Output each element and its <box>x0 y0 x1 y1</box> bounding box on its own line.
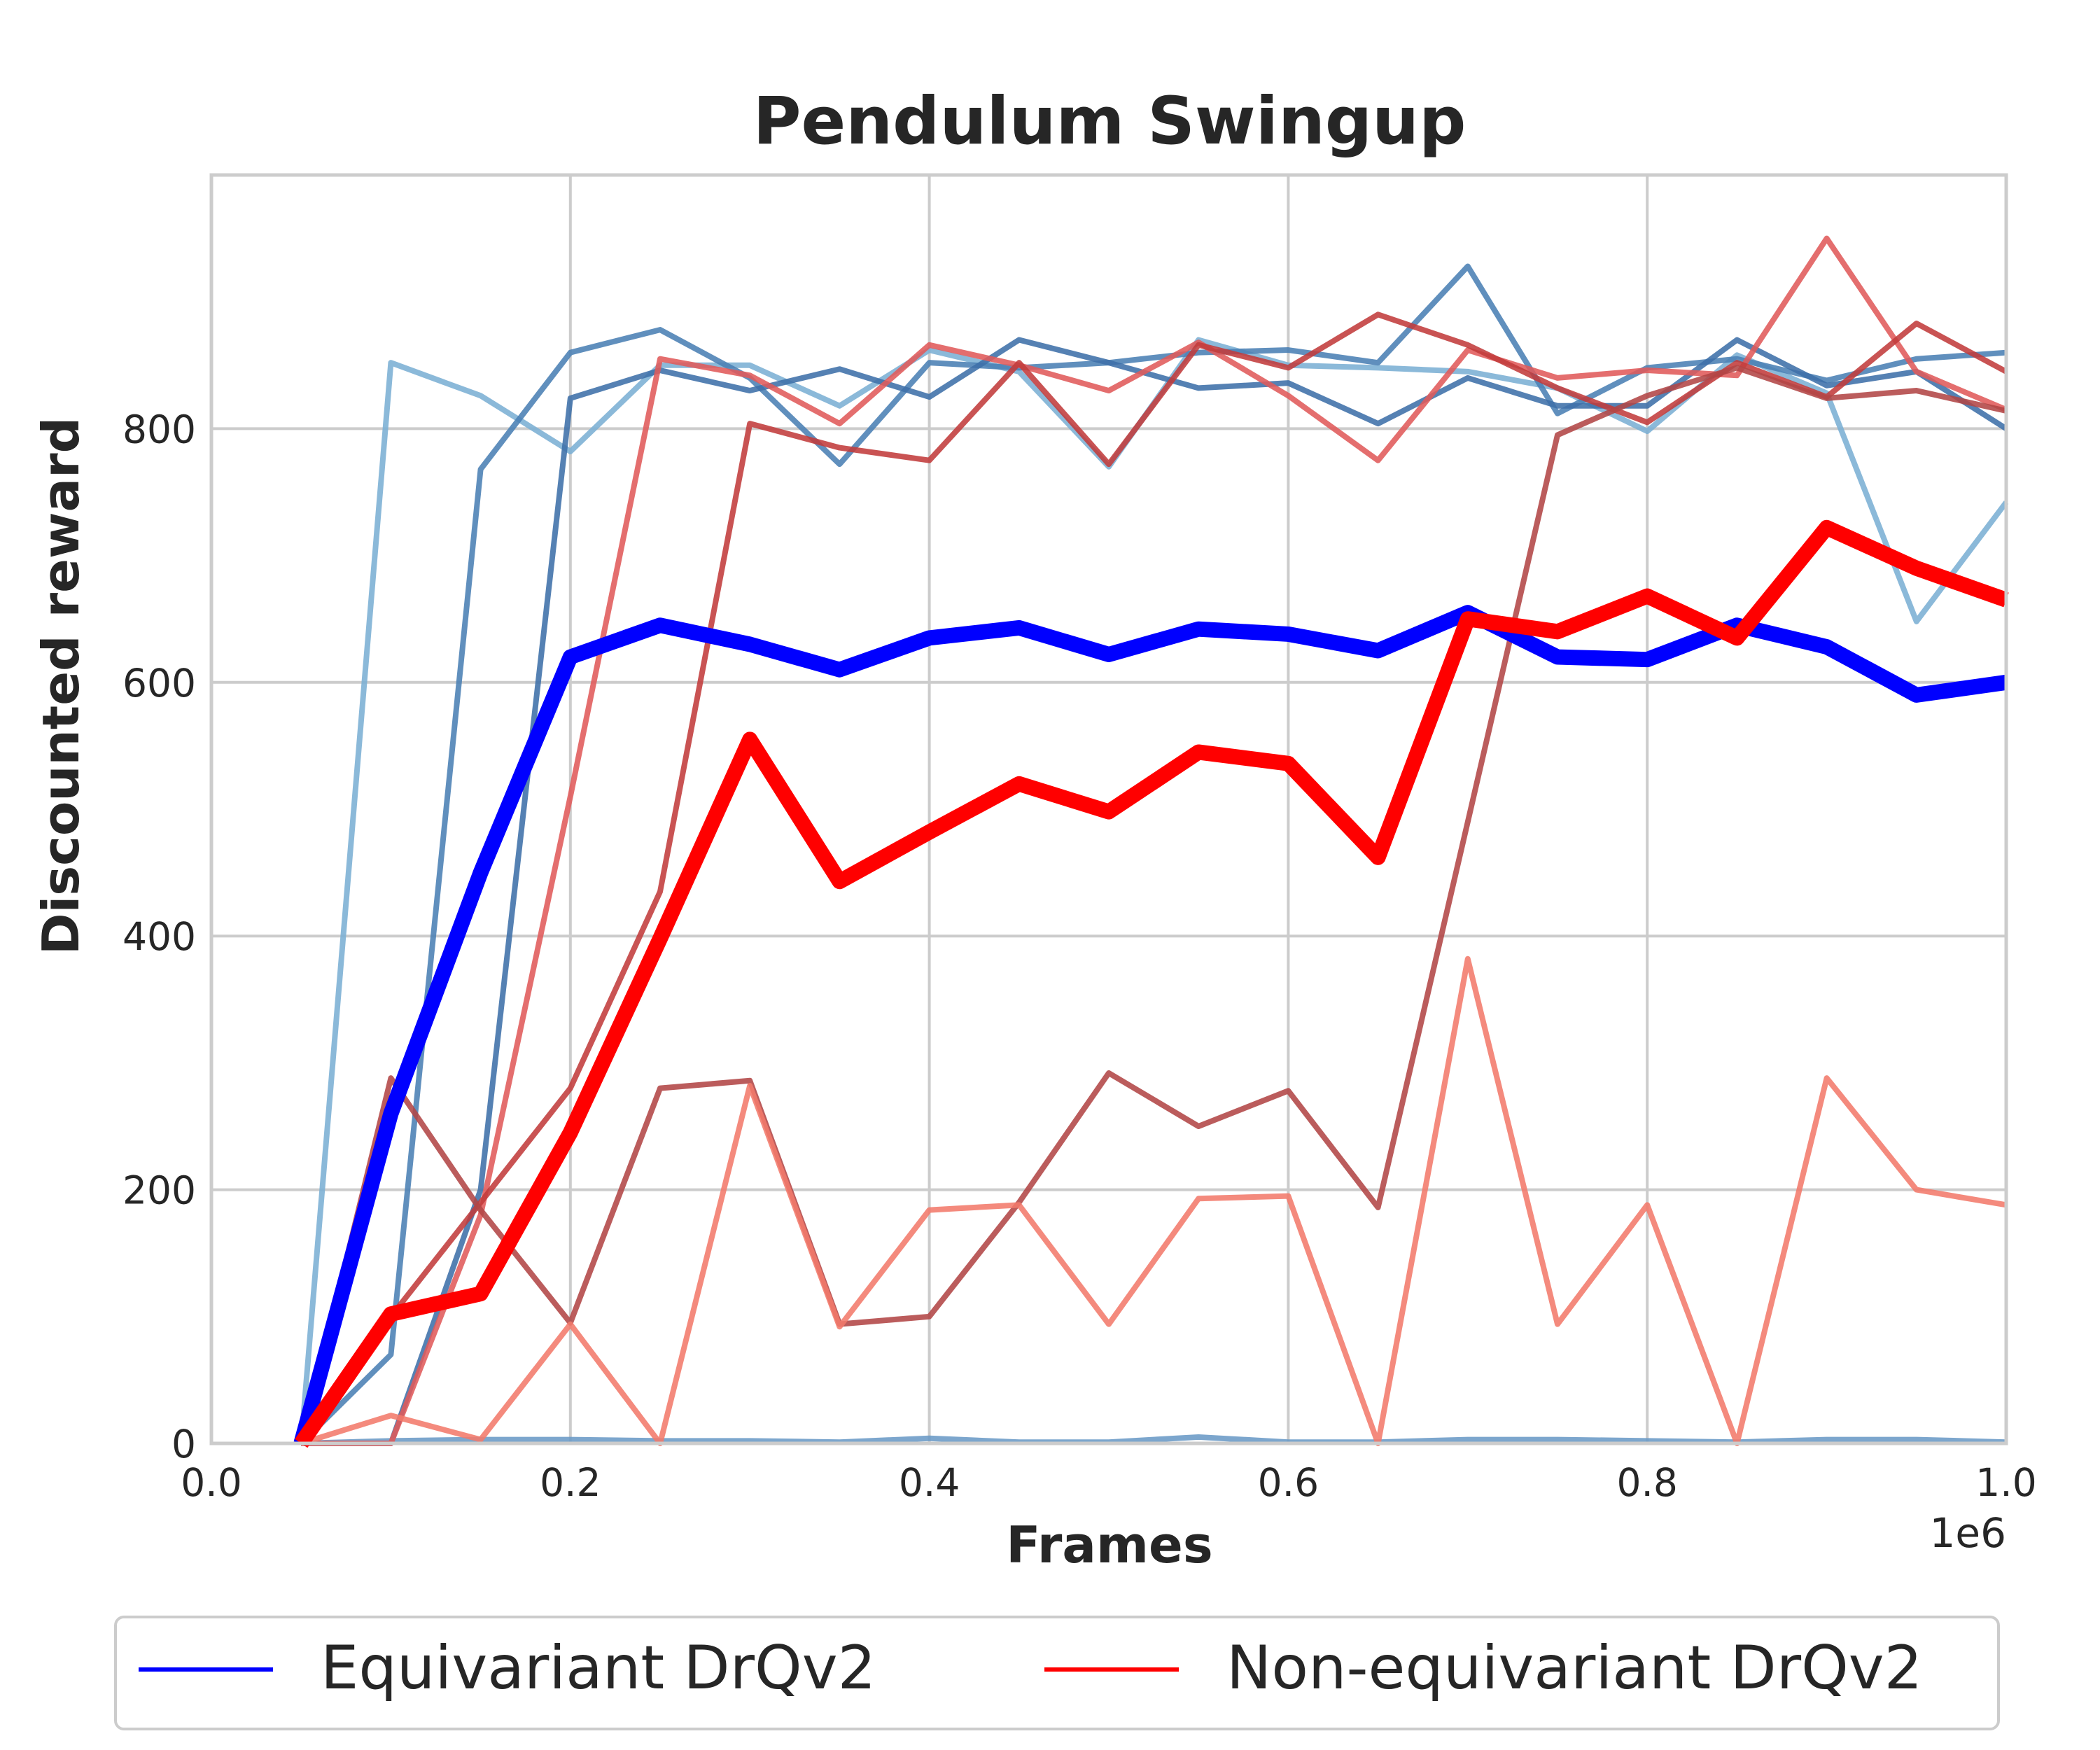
y-axis-label: Discounted reward <box>31 417 90 955</box>
plot-frame <box>209 173 2008 1446</box>
run-line-3 <box>301 337 2008 1446</box>
run-lines <box>298 235 2009 1446</box>
legend-label-equivariant: Equivariant DrQv2 <box>321 1633 876 1703</box>
y-tick-label: 400 <box>122 914 196 959</box>
x-axis-label: Frames <box>1006 1516 1212 1574</box>
x-tick-label: 0.4 <box>899 1460 960 1505</box>
y-tick-label: 200 <box>122 1168 196 1213</box>
x-tick-label: 0.6 <box>1258 1460 1319 1505</box>
chart-title: Pendulum Swingup <box>753 83 1466 160</box>
y-tick-labels: 0 200 400 600 800 <box>122 407 196 1466</box>
x-axis-offset-label: 1e6 <box>1930 1509 2007 1557</box>
x-tick-label: 1.0 <box>1975 1460 2036 1505</box>
run-line-8 <box>300 955 2007 1446</box>
x-tick-label: 0.2 <box>540 1460 601 1505</box>
y-tick-label: 0 <box>172 1422 196 1466</box>
mean-lines <box>293 519 2009 1448</box>
run-line-2 <box>299 263 2007 1446</box>
mean-line-non-equivariant <box>295 519 2009 1448</box>
run-line-7 <box>298 365 2007 1444</box>
y-tick-label: 800 <box>122 407 196 451</box>
x-tick-labels: 0.0 0.2 0.4 0.6 0.8 1.0 <box>181 1460 2036 1505</box>
legend-label-non-equivariant: Non-equivariant DrQv2 <box>1226 1633 1922 1703</box>
x-tick-label: 0.0 <box>181 1460 241 1505</box>
x-tick-label: 0.8 <box>1616 1460 1677 1505</box>
legend: Equivariant DrQv2 Non-equivariant DrQv2 <box>114 1616 2000 1730</box>
legend-box <box>114 1616 2000 1730</box>
y-tick-label: 600 <box>122 661 196 706</box>
